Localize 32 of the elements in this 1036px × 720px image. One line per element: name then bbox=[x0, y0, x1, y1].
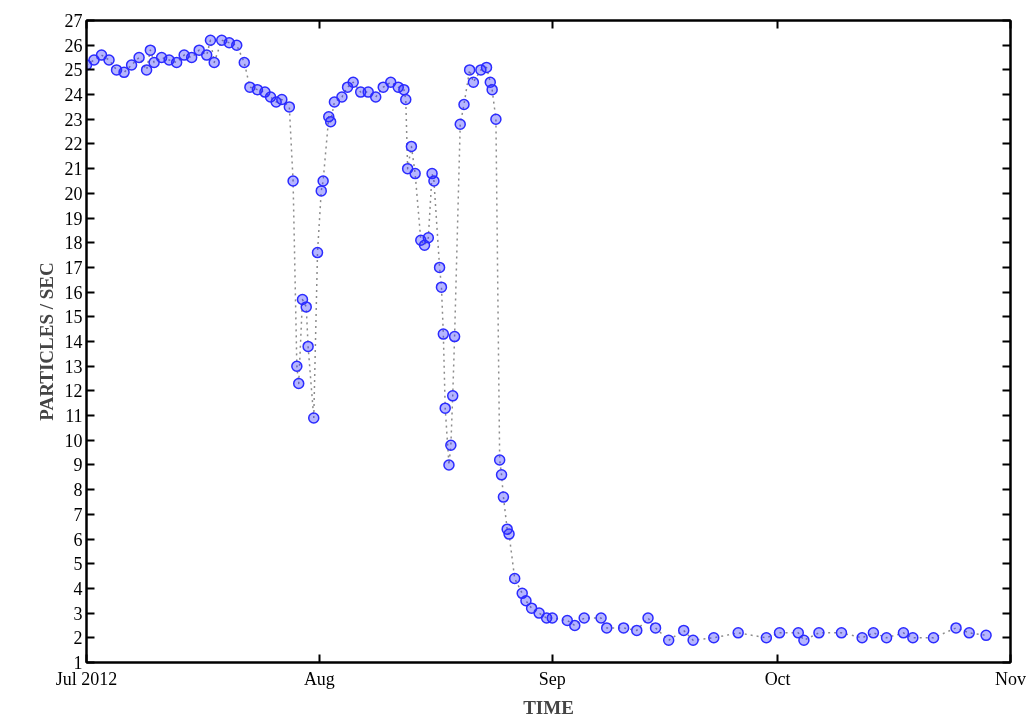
y-tick-label: 20 bbox=[64, 183, 83, 204]
y-tick-label: 25 bbox=[64, 60, 83, 81]
y-tick-label: 2 bbox=[73, 628, 83, 649]
y-tick-label: 26 bbox=[64, 35, 83, 56]
y-tick-label: 15 bbox=[64, 307, 83, 328]
y-tick-label: 14 bbox=[64, 332, 83, 352]
y-tick-label: 18 bbox=[64, 233, 83, 254]
y-tick-label: 10 bbox=[64, 430, 83, 451]
x-tick-label: Sep bbox=[538, 668, 566, 689]
y-tick-label: 11 bbox=[65, 406, 83, 427]
x-tick-label: Oct bbox=[764, 668, 791, 689]
y-tick-label: 17 bbox=[64, 257, 83, 278]
y-tick-label: 27 bbox=[64, 11, 83, 31]
y-axis-title: PARTICLES / SEC bbox=[35, 262, 57, 421]
x-tick-label: Nov bbox=[995, 668, 1026, 689]
y-tick-label: 16 bbox=[64, 282, 83, 303]
y-tick-label: 8 bbox=[73, 480, 83, 501]
y-tick-label: 3 bbox=[73, 603, 83, 624]
y-tick-label: 9 bbox=[73, 455, 83, 476]
x-axis-title: TIME bbox=[523, 696, 574, 718]
y-tick-label: 21 bbox=[64, 159, 83, 180]
y-tick-label: 5 bbox=[73, 554, 83, 575]
x-tick-label: Aug bbox=[303, 668, 335, 689]
y-tick-label: 22 bbox=[64, 134, 83, 155]
y-tick-label: 6 bbox=[73, 529, 83, 550]
y-tick-label: 13 bbox=[64, 356, 83, 377]
y-tick-label: 24 bbox=[64, 85, 83, 106]
y-tick-label: 12 bbox=[64, 381, 83, 402]
y-tick-label: 7 bbox=[73, 504, 83, 525]
y-tick-label: 4 bbox=[73, 578, 83, 599]
y-tick-label: 23 bbox=[64, 109, 83, 130]
y-tick-label: 19 bbox=[64, 208, 83, 229]
